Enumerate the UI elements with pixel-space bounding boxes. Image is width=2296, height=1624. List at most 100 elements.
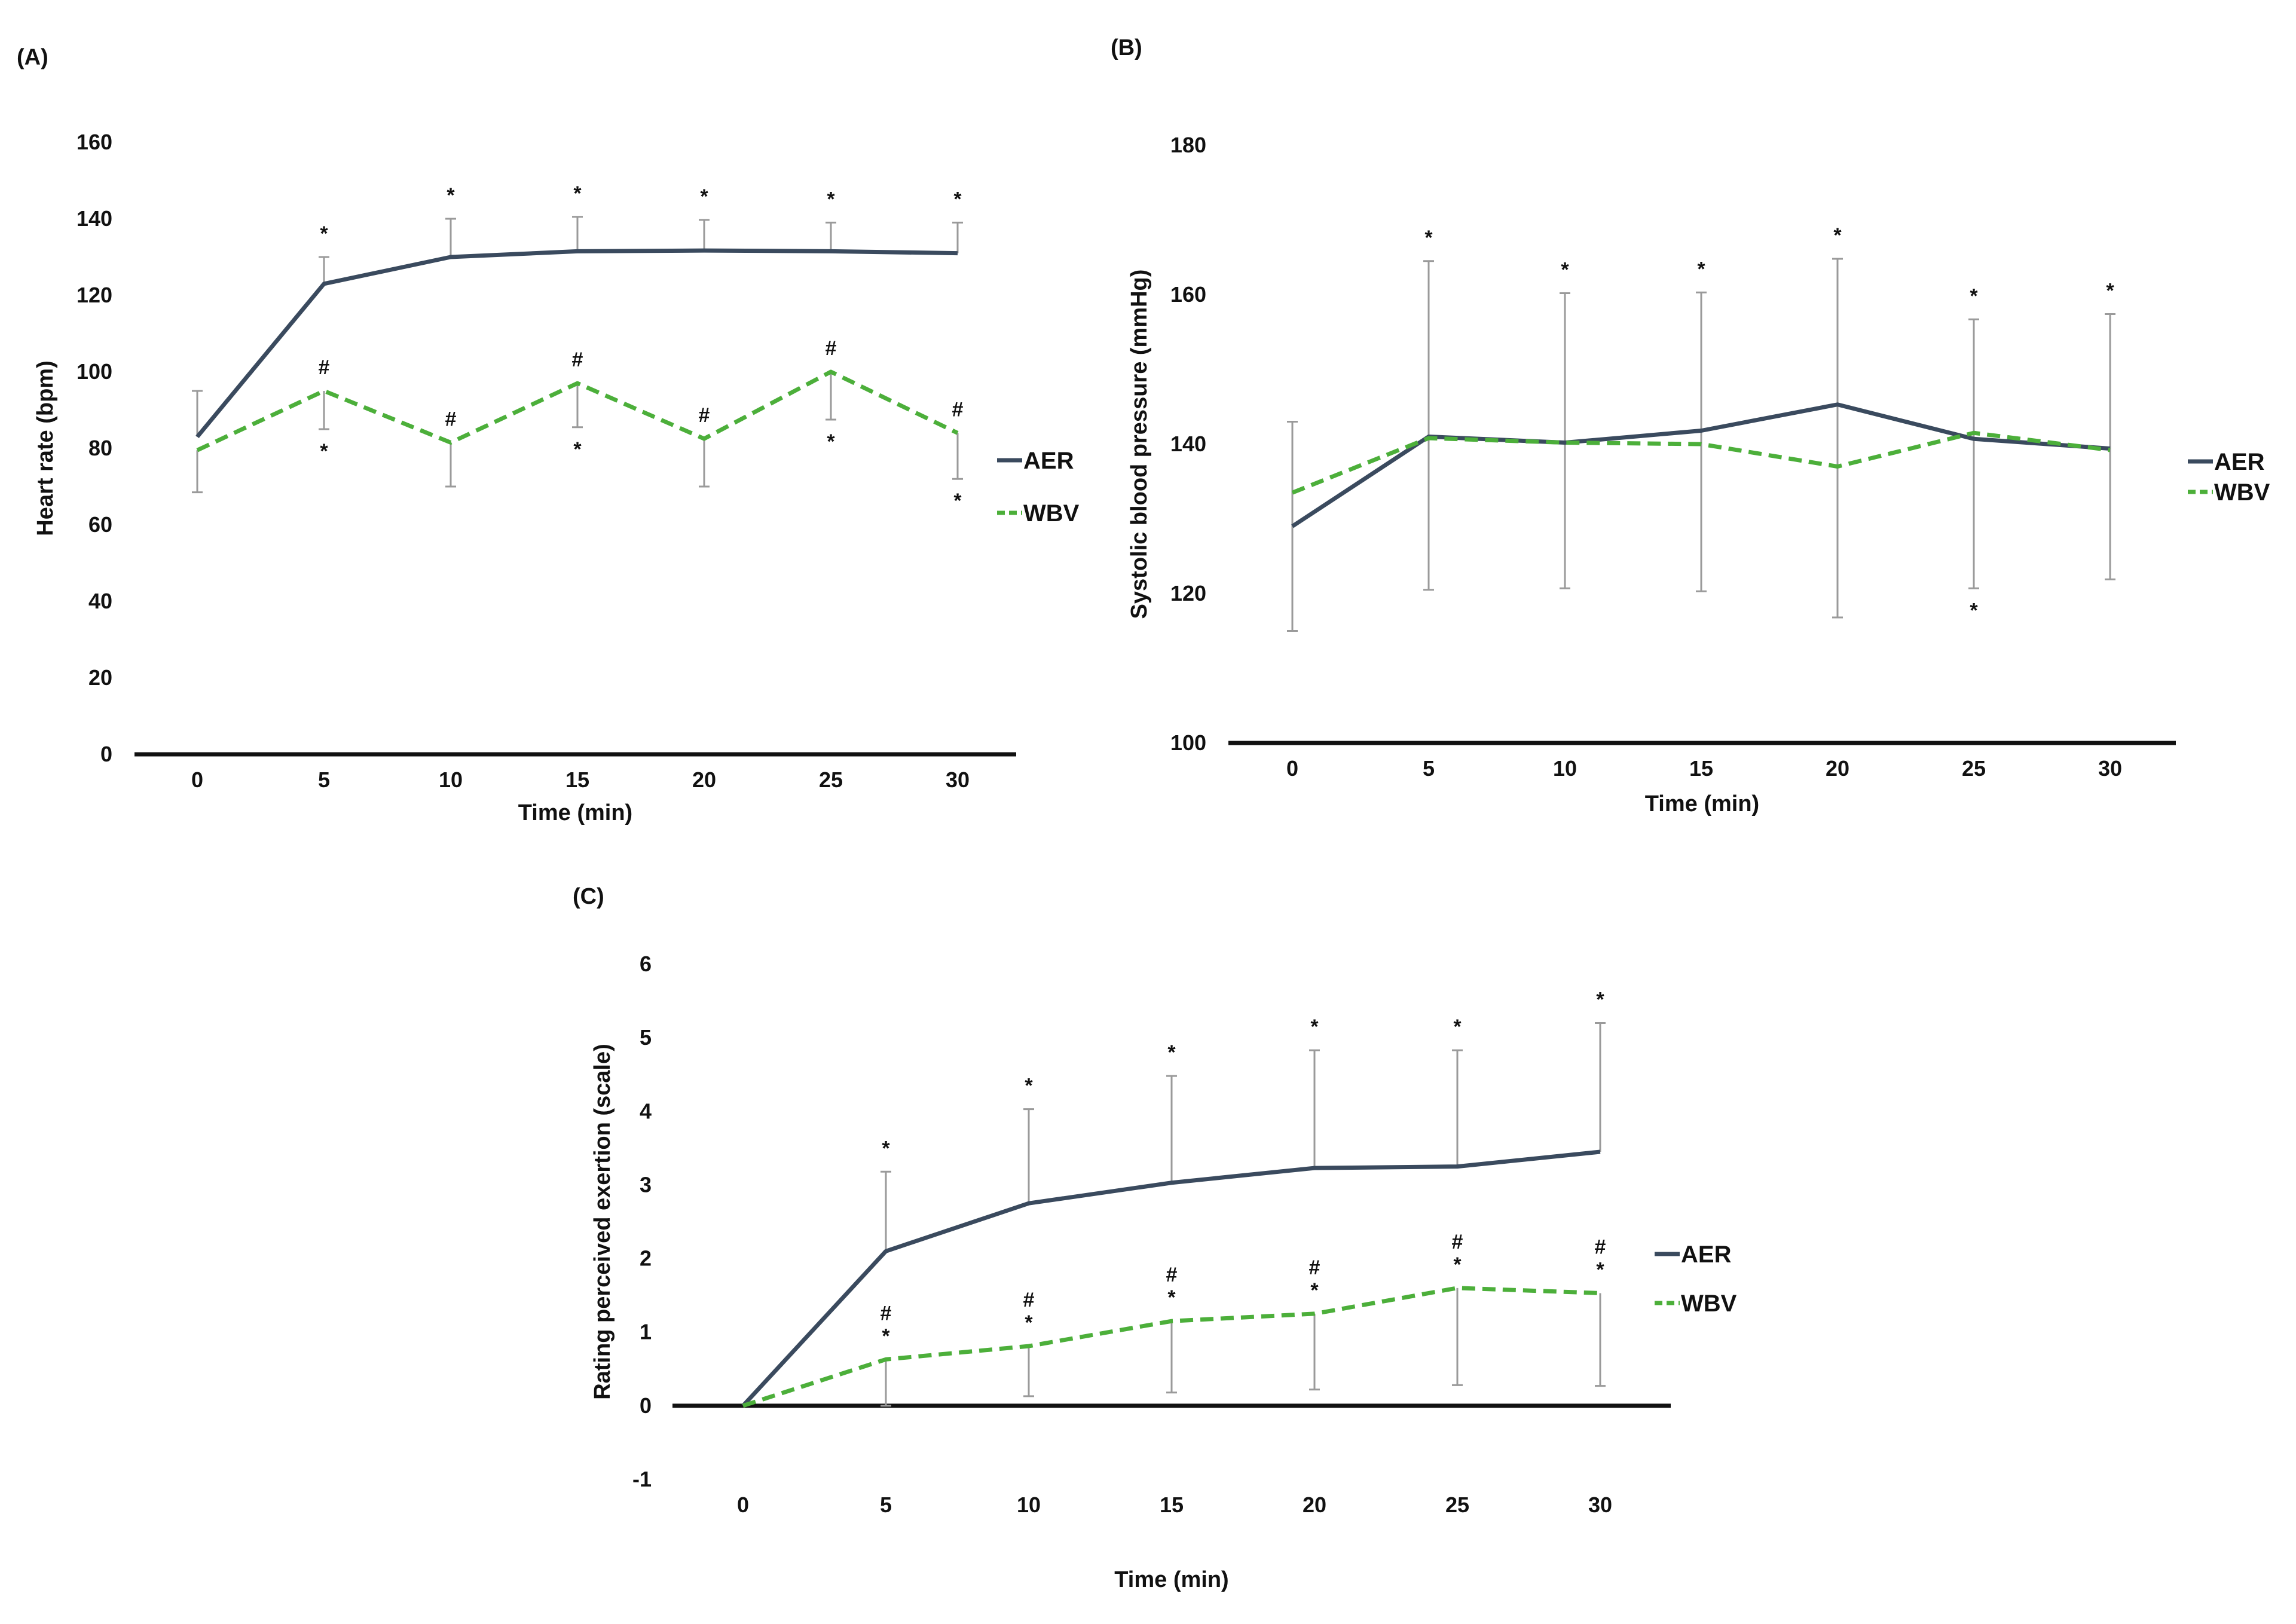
significance-marker: #	[445, 408, 457, 430]
significance-marker: *	[573, 182, 582, 205]
panel-label: (B)	[1111, 35, 1142, 60]
significance-marker: *	[1453, 1253, 1462, 1276]
significance-marker: *	[1561, 259, 1569, 282]
x-tick-label: 20	[1826, 756, 1849, 781]
significance-marker: #	[952, 398, 964, 421]
significance-marker: *	[2106, 280, 2114, 302]
x-tick-label: 20	[1303, 1493, 1326, 1517]
y-axis-title: Rating perceived exertion (scale)	[590, 1044, 615, 1400]
x-tick-label: 25	[1445, 1493, 1469, 1517]
significance-marker: *	[882, 1137, 890, 1160]
legend-label-aer: AER	[1023, 448, 1074, 474]
chart-panel-b: (B) 100 120 140 160 180 0 5 10 15 20 25 30 Time (min)…	[1111, 35, 2270, 816]
significance-marker: *	[1424, 227, 1433, 249]
significance-marker: *	[953, 188, 962, 210]
significance-marker: #	[1166, 1264, 1178, 1286]
significance-marker: *	[320, 440, 328, 463]
x-tick-label: 5	[318, 767, 330, 792]
significance-marker: *	[882, 1325, 890, 1347]
x-tick-label: 10	[1017, 1493, 1041, 1517]
significance-marker: *	[827, 188, 835, 210]
y-tick-label: 60	[88, 512, 112, 537]
significance-marker: #	[881, 1302, 892, 1325]
significance-marker: *	[1453, 1016, 1462, 1038]
x-tick-label: 0	[737, 1493, 749, 1517]
significance-marker: *	[1167, 1286, 1176, 1309]
y-tick-label: 80	[88, 436, 112, 460]
x-tick-label: 30	[2098, 756, 2122, 781]
significance-marker: #	[1023, 1289, 1035, 1311]
significance-marker: *	[1167, 1041, 1176, 1064]
y-tick-label: 4	[640, 1099, 652, 1123]
x-tick-label: 25	[819, 767, 843, 792]
significance-marker: #	[1309, 1256, 1320, 1279]
significance-marker: *	[953, 490, 962, 512]
significance-marker: *	[1970, 599, 1978, 622]
significance-marker: *	[1025, 1311, 1033, 1334]
significance-marker: *	[700, 185, 708, 208]
y-axis-title: Heart rate (bpm)	[33, 360, 58, 536]
significance-marker: #	[1452, 1231, 1463, 1253]
y-tick-label: 0	[640, 1393, 652, 1418]
legend-label-aer: AER	[2214, 449, 2265, 475]
x-tick-label: 30	[1588, 1493, 1612, 1517]
x-tick-label: 20	[692, 767, 716, 792]
significance-marker: #	[572, 348, 583, 371]
x-axis-title: Time (min)	[518, 800, 632, 825]
y-tick-label: 160	[1170, 282, 1206, 307]
y-tick-label: 5	[640, 1025, 652, 1050]
y-tick-label: 100	[77, 359, 112, 384]
y-axis-title: Systolic blood pressure (mmHg)	[1127, 270, 1152, 619]
y-tick-label: 180	[1170, 133, 1206, 157]
legend-label-wbv: WBV	[1023, 500, 1080, 527]
y-tick-label: 140	[77, 206, 112, 231]
y-tick-label: 140	[1170, 432, 1206, 456]
series-line-wbv	[1291, 430, 2111, 495]
x-axis-title: Time (min)	[1114, 1567, 1228, 1592]
significance-marker: *	[1596, 1258, 1604, 1281]
y-tick-label: 120	[77, 283, 112, 307]
y-tick-label: 6	[640, 952, 652, 976]
y-tick-label: -1	[632, 1467, 652, 1491]
significance-marker: *	[827, 430, 835, 453]
x-tick-label: 0	[1286, 756, 1298, 781]
significance-marker: *	[1596, 989, 1604, 1011]
x-tick-label: 5	[1423, 756, 1435, 781]
x-tick-label: 25	[1962, 756, 1986, 781]
significance-marker: *	[447, 184, 455, 207]
x-tick-label: 5	[880, 1493, 892, 1517]
significance-marker: #	[699, 404, 710, 427]
series-line-wbv	[742, 1286, 1601, 1408]
significance-marker: #	[319, 356, 330, 379]
y-tick-label: 0	[100, 742, 112, 766]
x-axis-title: Time (min)	[1645, 791, 1759, 816]
legend-label-aer: AER	[1681, 1241, 1732, 1268]
series-line-wbv	[196, 369, 959, 452]
x-tick-label: 30	[946, 767, 970, 792]
series-line-aer	[195, 248, 958, 439]
chart-panel-a: (A) 0 20 40 60 80 100 120 140 160 0 5 10 15 20 25 30 Time…	[17, 45, 1080, 825]
x-tick-label: 15	[565, 767, 589, 792]
legend-label-wbv: WBV	[1681, 1290, 1737, 1317]
x-tick-label: 0	[191, 767, 203, 792]
y-tick-label: 20	[88, 665, 112, 690]
x-tick-label: 15	[1160, 1493, 1184, 1517]
x-tick-label: 15	[1689, 756, 1713, 781]
panel-label: (A)	[17, 45, 48, 70]
x-tick-label: 10	[1553, 756, 1577, 781]
significance-marker: *	[1310, 1279, 1319, 1302]
significance-marker: *	[1025, 1075, 1033, 1097]
y-tick-label: 120	[1170, 581, 1206, 605]
significance-marker: *	[1697, 258, 1705, 280]
significance-marker: *	[1310, 1016, 1319, 1038]
y-tick-label: 40	[88, 589, 112, 613]
significance-marker: *	[1970, 285, 1978, 307]
series-line-aer	[741, 1149, 1601, 1408]
y-tick-label: 160	[77, 130, 112, 154]
significance-marker: *	[320, 222, 328, 245]
legend-label-wbv: WBV	[2214, 479, 2270, 506]
significance-marker: *	[573, 438, 582, 461]
significance-marker: #	[826, 337, 837, 360]
significance-marker: #	[1595, 1235, 1606, 1258]
